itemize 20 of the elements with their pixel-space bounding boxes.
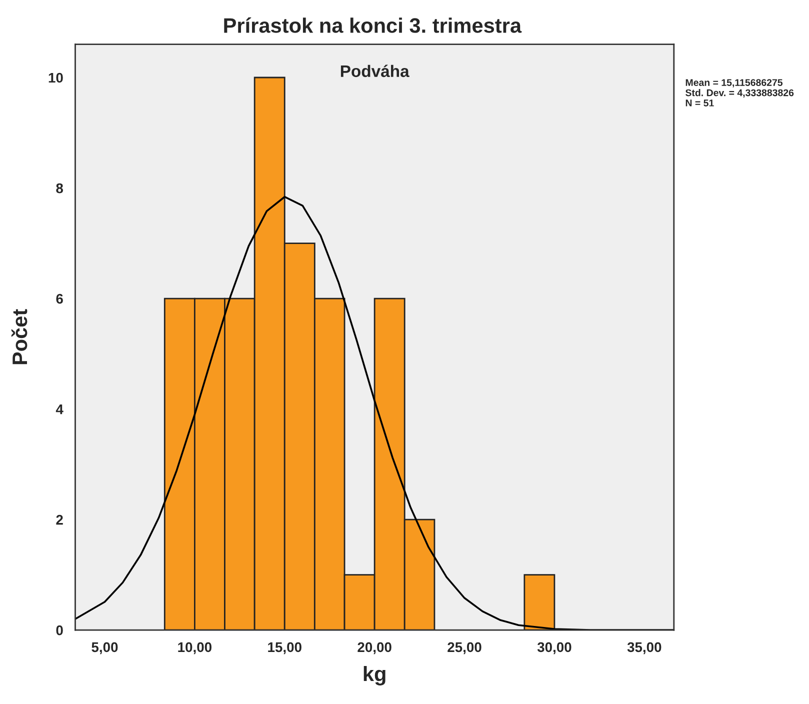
x-tick-label: 25,00 — [448, 642, 482, 654]
x-tick-label: 15,00 — [268, 642, 302, 654]
y-axis-title: Počet — [11, 309, 28, 364]
y-tick-label: 8 — [56, 183, 64, 194]
x-tick-label: 35,00 — [627, 642, 662, 654]
x-tick-label: 5,00 — [92, 642, 118, 654]
y-tick-label: 4 — [56, 404, 64, 414]
x-tick-label: 10,00 — [178, 642, 212, 654]
y-tick-label: 6 — [56, 294, 63, 304]
x-tick-label: 30,00 — [537, 642, 572, 654]
y-tick-label: 2 — [56, 514, 63, 525]
text: N = 51 — [686, 100, 714, 106]
annotation: Podváha — [340, 64, 410, 78]
chart-title: Prírastok na konci 3. trimestra — [224, 17, 522, 33]
text: Mean = 15,115686275 — [686, 79, 783, 88]
y-tick-label: 0 — [56, 625, 63, 636]
x-tick-label: 20,00 — [358, 642, 392, 654]
text: Std. Dev. = 4,333883826 — [686, 89, 794, 98]
y-tick-label: 10 — [48, 72, 63, 83]
x-axis-title: kg — [364, 666, 386, 686]
